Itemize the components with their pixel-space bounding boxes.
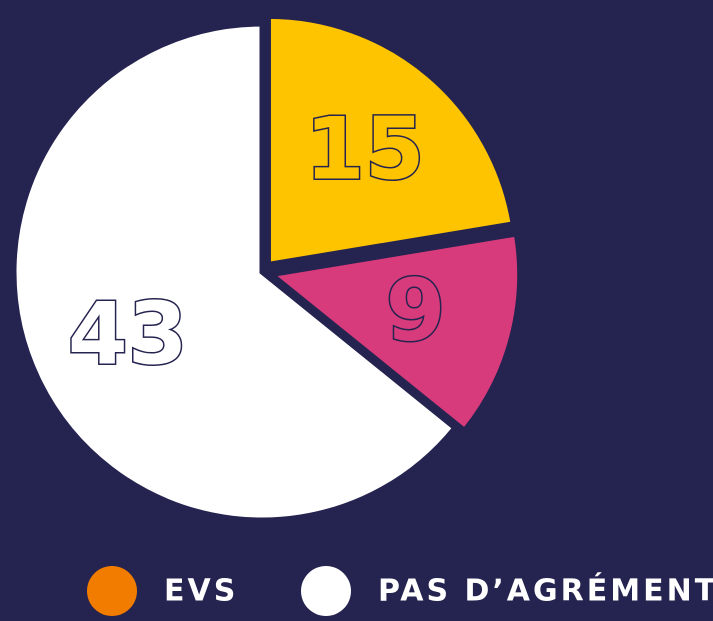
- slice-label: 9: [386, 261, 446, 361]
- legend-marker: [87, 566, 137, 616]
- pie-slice: [265, 13, 517, 268]
- legend-label: PAS D’AGRÉMENT: [378, 573, 713, 609]
- slice-label: 43: [68, 285, 188, 385]
- slice-label: 15: [305, 99, 425, 199]
- legend-marker: [301, 566, 351, 616]
- legend-label: EVS: [164, 574, 238, 609]
- pie-slice: [11, 21, 459, 523]
- pie-slice: [265, 231, 523, 434]
